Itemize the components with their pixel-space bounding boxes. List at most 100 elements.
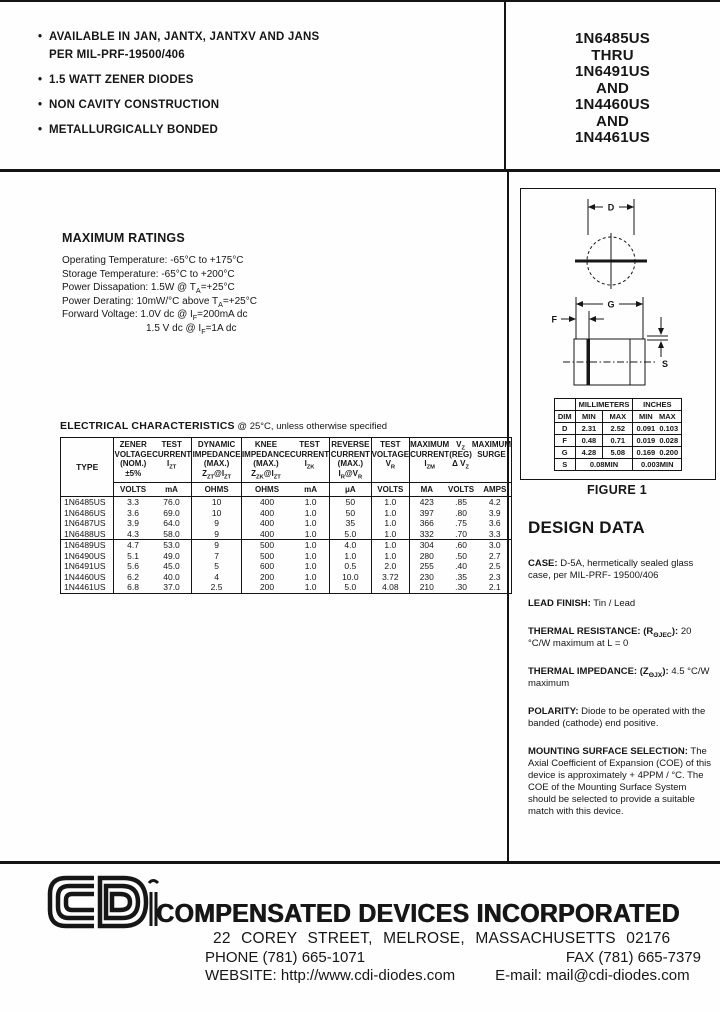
ec-cell: 1N4461US bbox=[64, 582, 106, 593]
ec-cell: .85 bbox=[455, 497, 467, 508]
dim-label-f: F bbox=[552, 315, 558, 325]
ec-cell: 50 bbox=[329, 507, 372, 518]
ec-cell: 1.0 bbox=[304, 582, 317, 593]
ec-row: 1N4460US 6.2 40.0 4 200 1.0 10.0 3.72 230 .35 2.3 bbox=[61, 571, 512, 582]
ec-cell: 7 bbox=[191, 550, 242, 561]
electrical-characteristics-section: ELECTRICAL CHARACTERISTICS @ 25°C, unles… bbox=[60, 420, 512, 594]
feature-bullet: METALLURGICALLY BONDED bbox=[36, 121, 498, 139]
ec-header-group: DYNAMIC IMPEDANCE (MAX.) ZZT@IZT bbox=[191, 437, 242, 483]
ec-cell: 10.0 bbox=[329, 571, 372, 582]
website-url: http://www.cdi-diodes.com bbox=[280, 967, 456, 984]
ec-cell: 10 bbox=[191, 496, 242, 508]
ec-cell: .40 bbox=[455, 561, 467, 572]
dims-cell: S bbox=[553, 458, 576, 471]
ec-cell: 1.0 bbox=[304, 507, 317, 518]
header-horizontal-rule bbox=[0, 169, 720, 172]
ec-cell: .60 bbox=[455, 540, 467, 551]
ec-cell: 2.7 bbox=[488, 550, 501, 561]
ec-unit-cell: VOLTS bbox=[370, 482, 410, 497]
ec-cell: 397 bbox=[409, 507, 444, 518]
electrical-characteristics-title: ELECTRICAL CHARACTERISTICS @ 25°C, unles… bbox=[60, 420, 512, 432]
ec-row: 1N6491US 5.6 45.0 5 600 1.0 0.5 2.0 255 .40 2.5 bbox=[61, 561, 512, 572]
ec-header-group: MAXIMUM CURRENT IZM VZ (REG) Δ VZ MAXIMUM SURG… bbox=[409, 437, 512, 483]
part-number-line: THRU bbox=[591, 46, 634, 64]
ec-cell: 500 bbox=[240, 539, 293, 551]
ec-cell: 76.0 bbox=[163, 497, 180, 508]
design-data-label: THERMAL RESISTANCE: (RΘJEC): bbox=[528, 626, 679, 639]
ec-cell: 304 bbox=[409, 539, 444, 551]
ec-title-condition: @ 25°C, unless otherwise specified bbox=[237, 421, 388, 432]
ec-cell: 280 bbox=[409, 550, 444, 561]
ec-cell: 53.0 bbox=[163, 540, 180, 551]
ec-cell: 0.5 bbox=[329, 561, 372, 572]
maximum-ratings-section: MAXIMUM RATINGS Operating Temperature: -… bbox=[62, 231, 452, 335]
ec-cell: 1N6488US bbox=[60, 528, 114, 540]
feature-bullet: 1.5 WATT ZENER DIODES bbox=[36, 71, 498, 89]
company-address: 22 COREY STREET, MELROSE, MASSACHUSETTS … bbox=[213, 930, 671, 947]
ec-table-holder: TYPE ZENER VOLTAGE (NOM.) ±5% TEST CURRENT IZT D… bbox=[60, 437, 512, 594]
max-rating-line: Operating Temperature: -65°C to +175°C bbox=[62, 255, 244, 266]
email-address: mail@cdi-diodes.com bbox=[545, 967, 690, 984]
dims-row: D 2.31 2.52 0.091 0.103 bbox=[553, 422, 683, 435]
ec-cell: 5 bbox=[191, 561, 242, 572]
design-data-text: Tin / Lead bbox=[590, 598, 636, 609]
ec-cell: 230 bbox=[409, 571, 444, 582]
ec-cell: 4 bbox=[191, 571, 242, 582]
ec-cell: 1N4460US bbox=[64, 571, 106, 582]
dims-row: G 4.28 5.08 0.169 0.200 bbox=[553, 446, 683, 459]
ec-cell: 4.0 bbox=[329, 539, 372, 551]
max-rating-line: Storage Temperature: -65°C to +200°C bbox=[62, 268, 235, 280]
dims-inches-header: INCHES bbox=[632, 398, 683, 411]
ec-row: 1N6489US 4.7 53.0 9 500 1.0 4.0 1.0 304.60 3.0 bbox=[61, 539, 512, 551]
ec-cell: 1.0 bbox=[304, 518, 317, 529]
ec-cell: 4.2 bbox=[488, 497, 501, 508]
design-data-item: LEAD FINISH: Tin / Lead bbox=[528, 598, 712, 610]
dims-cell: D bbox=[553, 422, 576, 435]
max-rating-line: Forward Voltage: 1.0V dc @ IF=200mA dc bbox=[62, 309, 248, 322]
ec-cell: 400 bbox=[240, 507, 293, 518]
ec-cell: 1N6491US bbox=[64, 561, 106, 572]
design-data-label: POLARITY: bbox=[528, 706, 579, 717]
ec-header-group: REVERSE CURRENT (MAX.) IR@VR bbox=[329, 437, 372, 483]
dims-cell: 0.71 bbox=[602, 434, 634, 447]
ec-cell: 1.0 bbox=[370, 496, 410, 508]
ec-cell: 600 bbox=[240, 561, 293, 572]
dims-col-header: DIM bbox=[553, 410, 576, 423]
ec-cell: 9 bbox=[191, 528, 242, 540]
design-data-item: CASE: D-5A, hermetically sealed glass ca… bbox=[528, 558, 712, 582]
ec-row: 1N6487US 3.9 64.0 9 400 1.0 35 1.0 366.75 3.6 bbox=[61, 518, 512, 529]
dims-cell: 2.31 bbox=[574, 422, 604, 435]
ec-cell: 1.0 bbox=[304, 561, 317, 572]
dims-corner-cell bbox=[553, 398, 576, 411]
ec-cell: .50 bbox=[455, 550, 467, 561]
design-data-item: THERMAL RESISTANCE: (RΘJEC): 20 °C/W max… bbox=[528, 626, 712, 650]
phone-number: PHONE (781) 665-1071 bbox=[205, 949, 366, 966]
dims-col-header: MIN bbox=[574, 410, 604, 423]
email-label: E-mail: bbox=[495, 967, 542, 984]
dims-cell: 0.48 bbox=[574, 434, 604, 447]
design-data-item: MOUNTING SURFACE SELECTION: The Axial Co… bbox=[528, 746, 712, 818]
dim-label-g: G bbox=[607, 300, 614, 310]
dims-cell: 0.08MIN bbox=[574, 458, 634, 471]
dimensions-table: MILLIMETERS INCHES DIM MIN MAX MIN MAX D 2.31 2.… bbox=[553, 398, 683, 471]
ec-unit-cell: mA bbox=[151, 482, 192, 497]
dims-cell: F bbox=[553, 434, 576, 447]
email-line: E-mail: mail@cdi-diodes.com bbox=[495, 967, 689, 984]
ec-cell: 1N6489US bbox=[64, 540, 106, 551]
phone-fax-row: PHONE (781) 665-1071 FAX (781) 665-7379 bbox=[205, 949, 701, 966]
design-data-text: D-5A, hermetically sealed glass case, pe… bbox=[528, 558, 694, 581]
ec-header-group: KNEE IMPEDANCE (MAX.) ZZK@IZT TEST CURRENT IZK bbox=[240, 437, 330, 483]
ec-cell: .75 bbox=[455, 518, 467, 529]
design-data-items: CASE: D-5A, hermetically sealed glass ca… bbox=[528, 558, 712, 818]
part-number-line: 1N6491US bbox=[575, 63, 650, 80]
ec-title-main: ELECTRICAL CHARACTERISTICS bbox=[60, 420, 235, 432]
ec-row: 1N4461US 6.8 37.0 2.5 200 1.0 5.0 4.08 210 .30 2.1 bbox=[61, 582, 512, 593]
ec-cell: 3.3 bbox=[113, 496, 152, 508]
ec-cell: 500 bbox=[240, 550, 293, 561]
ec-cell: 1N6485US bbox=[64, 497, 106, 508]
ec-row: 1N6486US 3.6 69.0 10 400 1.0 50 1.0 397.80 3.9 bbox=[61, 507, 512, 518]
figure-1-drawing: D G F S bbox=[552, 199, 668, 386]
main-vertical-divider bbox=[507, 172, 509, 862]
ec-unit-cell: OHMS bbox=[240, 482, 293, 497]
ec-cell: 255 bbox=[409, 561, 444, 572]
